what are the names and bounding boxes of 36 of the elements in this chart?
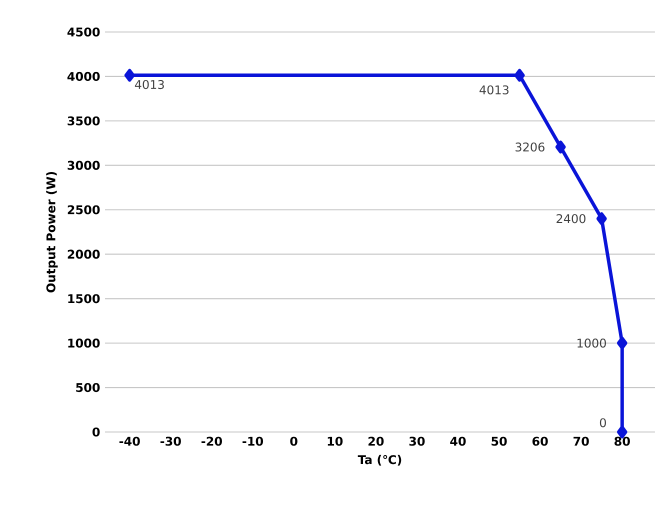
y-tick-label: 4500	[67, 27, 100, 37]
x-tick-label: -30	[160, 436, 181, 446]
point	[514, 68, 525, 82]
point	[616, 336, 628, 350]
x-tick-label: -10	[242, 436, 264, 446]
y-tick-label: 1000	[68, 338, 100, 348]
point	[124, 68, 135, 82]
y-tick-label: 500	[76, 383, 100, 392]
y-tick-label: 3000	[68, 160, 100, 170]
data-label: 1000	[578, 338, 606, 348]
data-label: 4013	[134, 80, 164, 90]
data-label: 4013	[480, 85, 509, 94]
x-tick-label: 10	[328, 436, 343, 446]
data-label: 3206	[516, 142, 544, 152]
x-tick-label: -40	[119, 436, 140, 446]
y-tick-label: 0	[92, 427, 100, 437]
x-tick-label: 0	[290, 436, 298, 446]
y-tick-label: 1500	[68, 294, 100, 304]
x-tick-label: 80	[614, 436, 630, 446]
x-tick-label: 70	[574, 436, 589, 446]
point	[555, 140, 566, 154]
y-tick-label: 3500	[68, 116, 100, 126]
y-tick-label: 2000	[68, 250, 100, 259]
x-tick-label: 60	[532, 436, 548, 446]
data-label: 2400	[556, 214, 586, 224]
x-tick-label: 30	[409, 436, 425, 446]
y-tick-label: 2500	[68, 205, 100, 214]
x-tick-label: 40	[450, 436, 466, 446]
point	[596, 212, 607, 226]
x-tick-label: -20	[202, 436, 222, 446]
y-axis-title: Output Power (W)	[46, 172, 58, 292]
data-label: 0	[600, 418, 606, 428]
y-tick-label: 4000	[67, 72, 100, 81]
x-tick-label: 50	[492, 436, 507, 446]
x-tick-label: 20	[368, 436, 384, 446]
x-axis-title: Ta (℃)	[358, 454, 402, 466]
